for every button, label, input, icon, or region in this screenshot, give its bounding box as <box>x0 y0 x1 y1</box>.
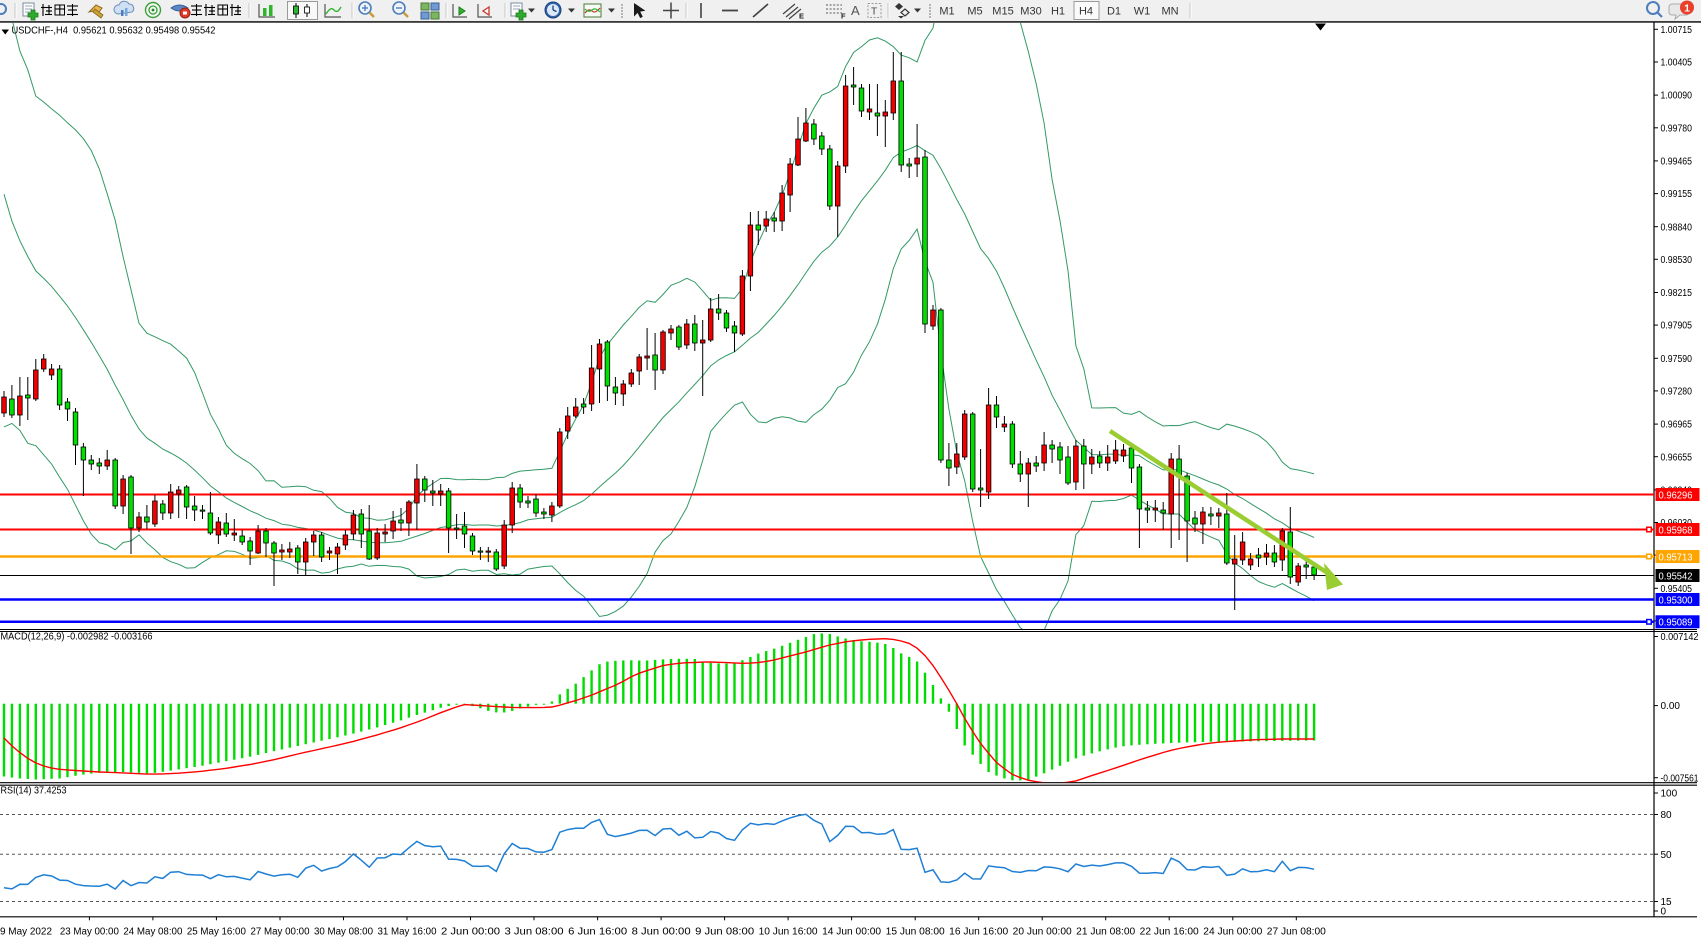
svg-text:0.98215: 0.98215 <box>1661 288 1693 299</box>
svg-text:0.98840: 0.98840 <box>1661 222 1693 233</box>
svg-text:0.97590: 0.97590 <box>1661 354 1693 365</box>
svg-text:0: 0 <box>1661 907 1667 918</box>
svg-text:27 Jun 08:00: 27 Jun 08:00 <box>1267 927 1326 938</box>
svg-text:15 Jun 08:00: 15 Jun 08:00 <box>886 927 945 938</box>
svg-text:9 May 2022: 9 May 2022 <box>0 927 52 938</box>
svg-text:M1: M1 <box>939 6 954 18</box>
svg-text:H1: H1 <box>1051 6 1065 18</box>
svg-text:0.95713: 0.95713 <box>1659 552 1693 563</box>
svg-text:0.95968: 0.95968 <box>1659 525 1693 536</box>
svg-text:W1: W1 <box>1134 6 1151 18</box>
svg-text:1.00090: 1.00090 <box>1661 91 1693 102</box>
svg-text:0.95542: 0.95542 <box>1659 571 1693 582</box>
svg-text:1: 1 <box>1684 3 1690 15</box>
svg-text:0.00: 0.00 <box>1661 701 1681 712</box>
svg-text:M15: M15 <box>992 6 1013 18</box>
svg-text:1.00715: 1.00715 <box>1661 25 1693 36</box>
svg-text:31 May 16:00: 31 May 16:00 <box>378 927 437 938</box>
svg-text:D1: D1 <box>1107 6 1121 18</box>
svg-text:0.95405: 0.95405 <box>1661 584 1693 595</box>
svg-text:1.00405: 1.00405 <box>1661 58 1693 69</box>
svg-text:0.99465: 0.99465 <box>1661 157 1693 168</box>
svg-text:24 May 08:00: 24 May 08:00 <box>123 927 182 938</box>
svg-text:RSI(14) 37.4253: RSI(14) 37.4253 <box>1 786 67 797</box>
svg-text:E: E <box>799 12 804 21</box>
svg-text:0.98530: 0.98530 <box>1661 255 1693 266</box>
svg-text:A: A <box>851 3 860 18</box>
svg-text:80: 80 <box>1661 810 1673 821</box>
svg-text:10 Jun 16:00: 10 Jun 16:00 <box>759 927 818 938</box>
svg-text:0.99780: 0.99780 <box>1661 123 1693 134</box>
svg-text:14 Jun 00:00: 14 Jun 00:00 <box>822 927 881 938</box>
svg-text:24 Jun 00:00: 24 Jun 00:00 <box>1203 927 1262 938</box>
svg-text:2 Jun 00:00: 2 Jun 00:00 <box>441 927 500 938</box>
svg-text:22 Jun 16:00: 22 Jun 16:00 <box>1140 927 1199 938</box>
svg-text:20 Jun 00:00: 20 Jun 00:00 <box>1013 927 1072 938</box>
svg-text:23 May 00:00: 23 May 00:00 <box>60 927 119 938</box>
svg-text:30 May 08:00: 30 May 08:00 <box>314 927 373 938</box>
svg-text:0.96965: 0.96965 <box>1661 420 1693 431</box>
svg-text:F: F <box>841 12 846 21</box>
svg-text:0.99155: 0.99155 <box>1661 189 1693 200</box>
svg-text:8 Jun 00:00: 8 Jun 00:00 <box>632 927 691 938</box>
svg-text:0.95089: 0.95089 <box>1659 618 1693 629</box>
svg-text:H4: H4 <box>1079 6 1093 18</box>
svg-text:6 Jun 16:00: 6 Jun 16:00 <box>568 927 627 938</box>
svg-text:M30: M30 <box>1020 6 1041 18</box>
svg-text:0.97280: 0.97280 <box>1661 387 1693 398</box>
svg-text:M5: M5 <box>967 6 982 18</box>
svg-text:25 May 16:00: 25 May 16:00 <box>187 927 246 938</box>
svg-text:-0.007561: -0.007561 <box>1661 773 1699 784</box>
svg-text:16 Jun 16:00: 16 Jun 16:00 <box>949 927 1008 938</box>
svg-text:50: 50 <box>1661 850 1673 861</box>
svg-text:0.007142: 0.007142 <box>1661 632 1699 643</box>
svg-text:0.97905: 0.97905 <box>1661 321 1693 332</box>
svg-text:27 May 00:00: 27 May 00:00 <box>251 927 310 938</box>
svg-text:100: 100 <box>1661 789 1678 800</box>
svg-text:0.95300: 0.95300 <box>1659 595 1693 606</box>
svg-text:USDCHF-,H4 0.95621 0.95632 0.: USDCHF-,H4 0.95621 0.95632 0.95498 0.955… <box>12 26 216 37</box>
svg-text:MN: MN <box>1161 6 1178 18</box>
svg-text:21 Jun 08:00: 21 Jun 08:00 <box>1076 927 1135 938</box>
svg-text:3 Jun 08:00: 3 Jun 08:00 <box>505 927 564 938</box>
svg-text:15: 15 <box>1661 897 1673 908</box>
svg-text:0.96296: 0.96296 <box>1659 490 1693 501</box>
svg-text:9 Jun 08:00: 9 Jun 08:00 <box>695 927 754 938</box>
svg-text:T: T <box>871 7 877 18</box>
svg-text:0.96655: 0.96655 <box>1661 452 1693 463</box>
svg-text:MACD(12,26,9) -0.002982 -0.003: MACD(12,26,9) -0.002982 -0.003166 <box>1 632 153 643</box>
